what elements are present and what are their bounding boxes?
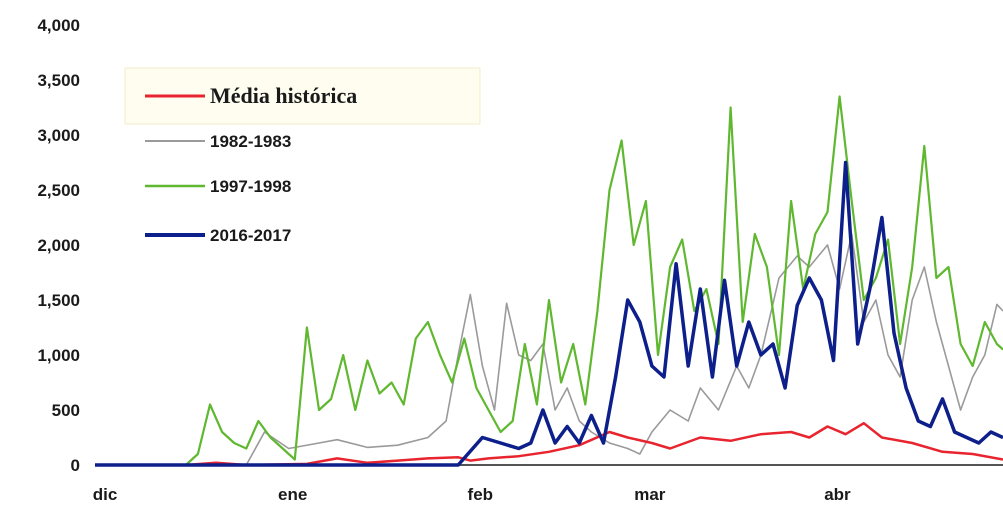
x-tick-label: dic [93,485,118,504]
y-tick-label: 3,500 [37,71,80,90]
legend-label-2016: 2016-2017 [210,226,291,245]
series-line-1982-1983 [95,233,1003,466]
series-line-m-dia-hist-rica [95,421,1003,467]
y-tick-label: 3,000 [37,126,80,145]
x-tick-label: ene [278,485,307,504]
y-tick-label: 1,000 [37,346,80,365]
y-tick-label: 500 [52,401,80,420]
y-tick-label: 4,000 [37,16,80,35]
series-line-2016-2017 [95,160,1003,467]
y-tick-label: 1,500 [37,291,80,310]
legend-label-1997: 1997-1998 [210,177,291,196]
y-tick-label: 2,500 [37,181,80,200]
series-line-1997-1998 [95,95,1003,467]
x-tick-label: feb [468,485,494,504]
x-tick-label: mar [634,485,666,504]
legend-label-media: Média histórica [210,83,357,108]
series-lines [95,95,1003,467]
y-tick-label: 2,000 [37,236,80,255]
y-axis-ticks: 0 500 1,000 1,500 2,000 2,500 3,000 3,500 4,000 [37,16,80,475]
legend: Média histórica 1982-1983 1997-1998 2016… [124,67,481,245]
x-axis-ticks: dic ene feb mar abr [93,485,851,504]
y-tick-label: 0 [71,456,80,475]
legend-label-1982: 1982-1983 [210,132,291,151]
x-tick-label: abr [824,485,851,504]
